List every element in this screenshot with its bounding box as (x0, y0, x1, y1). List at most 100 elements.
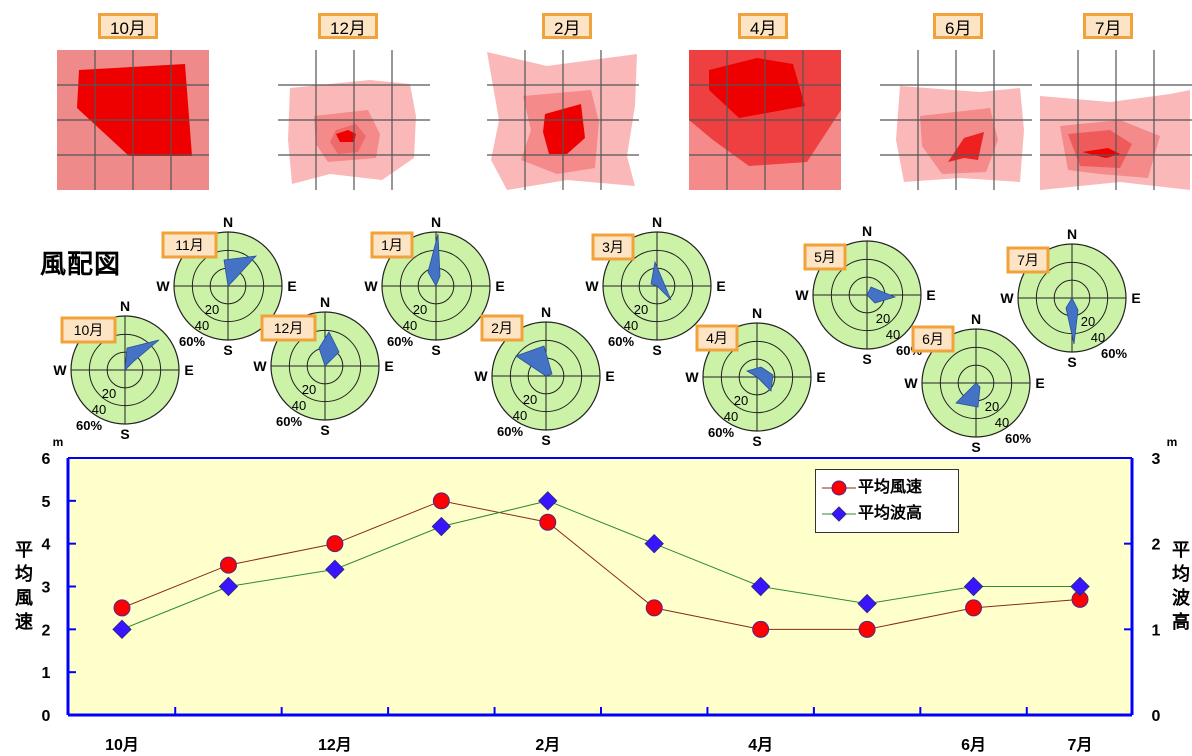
rose-ring-label-20: 20 (734, 393, 748, 408)
rose-label-n: N (752, 305, 762, 321)
wind-speed-point (327, 536, 343, 552)
rose-label-e: E (605, 368, 614, 384)
rose-label-w: W (53, 362, 67, 378)
legend-wind-marker (822, 478, 856, 498)
rose-label-s: S (971, 439, 980, 455)
wind-speed-point (114, 600, 130, 616)
rose-ring-label-20: 20 (1081, 314, 1095, 329)
y-left-title-char: 速 (15, 611, 33, 632)
rose-ring-label-40: 40 (724, 409, 738, 424)
rose-label-e: E (716, 278, 725, 294)
rose-ring-label-60: 60% (1005, 431, 1031, 446)
rose-month-label: 10月 (74, 322, 104, 338)
rose-label-w: W (156, 278, 170, 294)
rose-ring-label-60: 60% (497, 424, 523, 439)
y-left-title-char: 風 (15, 588, 33, 608)
rose-ring-label-20: 20 (985, 399, 999, 414)
x-tick-label: 4月 (748, 736, 773, 754)
wind-speed-point (646, 600, 662, 616)
rose-month-label: 7月 (1017, 252, 1039, 268)
wind-speed-point (433, 493, 449, 509)
rose-ring-label-60: 60% (276, 414, 302, 429)
rose-label-w: W (474, 368, 488, 384)
rose-ring-label-40: 40 (1091, 330, 1105, 345)
rose-label-s: S (862, 351, 871, 367)
rose-ring-label-40: 40 (624, 318, 638, 333)
rose-ring-label-20: 20 (523, 392, 537, 407)
rose-label-w: W (904, 375, 918, 391)
rose-label-e: E (1035, 375, 1044, 391)
rose-label-n: N (541, 304, 551, 320)
rose-label-e: E (495, 278, 504, 294)
rose-ring-label-20: 20 (634, 302, 648, 317)
y-right-tick-label: 0 (1152, 708, 1161, 725)
rose-month-label: 2月 (491, 320, 513, 336)
rose-label-n: N (120, 298, 130, 314)
rose-label-s: S (120, 426, 129, 442)
y-right-title-char: 波 (1172, 587, 1191, 608)
rose-label-w: W (1000, 290, 1014, 306)
rose-label-w: W (253, 358, 267, 374)
rose-ring-label-20: 20 (205, 302, 219, 317)
rose-ring-label-60: 60% (608, 334, 634, 349)
y-right-tick-label: 2 (1152, 537, 1161, 554)
wind-speed-point (540, 514, 556, 530)
rose-label-w: W (585, 278, 599, 294)
rose-label-e: E (287, 278, 296, 294)
rose-label-s: S (320, 422, 329, 438)
rose-label-n: N (971, 311, 981, 327)
rose-label-s: S (752, 433, 761, 449)
rose-ring-label-40: 40 (92, 402, 106, 417)
y-left-tick-label: 3 (42, 580, 51, 597)
rose-label-s: S (541, 432, 550, 448)
x-tick-label: 12月 (318, 736, 352, 754)
y-left-tick-label: 6 (42, 451, 51, 468)
legend-label-wind: 平均風速 (858, 478, 922, 498)
y-left-tick-label: 4 (42, 537, 51, 554)
wind-speed-point (859, 621, 875, 637)
rose-ring-label-60: 60% (76, 418, 102, 433)
rose-month-label: 6月 (922, 331, 944, 347)
rose-ring-label-60: 60% (1101, 346, 1127, 361)
rose-label-n: N (862, 223, 872, 239)
rose-month-label: 1月 (381, 237, 403, 253)
y-right-title-char: 平 (1172, 540, 1190, 560)
rose-ring-label-60: 60% (387, 334, 413, 349)
rose-label-e: E (1131, 290, 1140, 306)
rose-ring-label-20: 20 (876, 311, 890, 326)
rose-ring-label-40: 40 (995, 415, 1009, 430)
chart-legend: 平均風速 平均波高 (815, 469, 959, 533)
rose-ring-label-40: 40 (513, 408, 527, 423)
rose-ring-label-40: 40 (292, 398, 306, 413)
x-tick-label: 7月 (1068, 736, 1093, 754)
rose-label-n: N (320, 294, 330, 310)
rose-month-label: 5月 (814, 249, 836, 265)
rose-ring-label-60: 60% (708, 425, 734, 440)
legend-item-wave: 平均波高 (822, 504, 962, 524)
wind-speed-point (753, 621, 769, 637)
legend-wave-marker (822, 504, 856, 524)
rose-label-e: E (816, 369, 825, 385)
legend-label-wave: 平均波高 (858, 504, 922, 524)
rose-label-n: N (1067, 226, 1077, 242)
y-left-tick-label: 2 (42, 622, 51, 639)
rose-label-w: W (685, 369, 699, 385)
rose-month-label: 12月 (274, 320, 304, 336)
rose-ring-label-60: 60% (179, 334, 205, 349)
y-right-tick-label: 3 (1152, 451, 1161, 468)
rose-label-e: E (384, 358, 393, 374)
y-right-tick-label: 1 (1152, 622, 1161, 639)
wind-speed-point (220, 557, 236, 573)
rose-ring-label-40: 40 (195, 318, 209, 333)
y-left-title-char: 平 (15, 540, 33, 560)
y-left-tick-label: 1 (42, 665, 51, 682)
x-tick-label: 2月 (535, 736, 560, 754)
rose-ring-label-40: 40 (403, 318, 417, 333)
rose-ring-label-20: 20 (302, 382, 316, 397)
rose-month-label: 3月 (602, 239, 624, 255)
y-left-tick-label: 5 (42, 494, 51, 511)
rose-month-label: 4月 (706, 330, 728, 346)
rose-label-n: N (431, 214, 441, 230)
rose-label-s: S (1067, 354, 1076, 370)
